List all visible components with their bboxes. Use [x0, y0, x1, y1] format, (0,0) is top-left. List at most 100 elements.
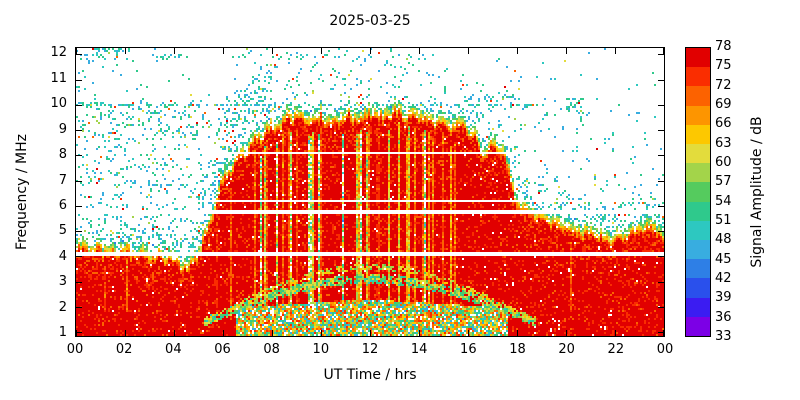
- y-tick-mark: [76, 332, 82, 333]
- x-tick-label: 16: [460, 342, 477, 357]
- y-tick-mark: [76, 256, 82, 257]
- colorbar-step: [686, 220, 710, 241]
- y-tick-mark: [76, 282, 82, 283]
- x-tick-mark: [76, 48, 77, 54]
- colorbar: [685, 47, 711, 337]
- y-tick-mark: [658, 155, 664, 156]
- x-tick-mark: [468, 330, 469, 336]
- colorbar-tick-label: 36: [715, 309, 732, 325]
- y-tick-label: 12: [50, 45, 67, 61]
- x-tick-mark: [76, 330, 77, 336]
- x-tick-label: 14: [410, 342, 428, 357]
- colorbar-step: [686, 124, 710, 145]
- x-tick-mark: [615, 330, 616, 336]
- colorbar-step: [686, 316, 710, 337]
- y-tick-mark: [76, 206, 82, 207]
- x-tick-label: 00: [656, 342, 674, 357]
- x-tick-mark: [125, 48, 126, 54]
- colorbar-step: [686, 278, 710, 298]
- x-tick-mark: [517, 330, 518, 336]
- x-tick-label: 04: [165, 342, 182, 357]
- y-tick-mark: [658, 54, 664, 55]
- colorbar-tick-label: 33: [715, 329, 732, 344]
- colorbar-tick-label: 63: [715, 135, 732, 151]
- x-tick-mark: [468, 48, 469, 54]
- colorbar-tick-label: 57: [715, 174, 732, 190]
- y-tick-mark: [76, 130, 82, 131]
- colorbar-tick-label: 39: [715, 290, 732, 306]
- chart-title: 2025-03-25: [329, 13, 411, 29]
- y-tick-mark: [76, 155, 82, 156]
- y-tick-mark: [658, 206, 664, 207]
- y-tick-label: 6: [58, 197, 67, 213]
- y-tick-label: 3: [58, 274, 67, 290]
- x-tick-mark: [663, 330, 664, 336]
- x-tick-label: 10: [312, 342, 330, 357]
- y-tick-mark: [76, 80, 82, 81]
- plot-area: [75, 47, 665, 337]
- y-tick-mark: [658, 332, 664, 333]
- colorbar-step: [686, 259, 710, 279]
- x-tick-label: 12: [361, 342, 379, 357]
- colorbar-tick-label: 51: [715, 213, 732, 228]
- x-tick-mark: [370, 330, 371, 336]
- y-tick-label: 5: [58, 223, 67, 239]
- colorbar-step: [686, 48, 710, 68]
- colorbar-tick-label: 69: [715, 97, 732, 112]
- colorbar-step: [686, 67, 710, 87]
- x-tick-mark: [566, 330, 567, 336]
- y-tick-label: 11: [50, 70, 67, 86]
- colorbar-step: [686, 182, 710, 202]
- y-tick-label: 10: [50, 96, 67, 112]
- colorbar-tick-label: 42: [715, 271, 732, 286]
- x-tick-mark: [125, 330, 126, 336]
- x-tick-mark: [174, 330, 175, 336]
- colorbar-tick-label: 60: [715, 155, 732, 170]
- y-tick-mark: [658, 282, 664, 283]
- y-tick-label: 1: [58, 325, 67, 341]
- colorbar-tick-label: 48: [715, 232, 732, 248]
- x-tick-label: 02: [115, 342, 133, 357]
- colorbar-tick-label: 78: [715, 39, 732, 54]
- colorbar-step: [686, 297, 710, 317]
- y-tick-mark: [76, 54, 82, 55]
- colorbar-tick-label: 72: [715, 77, 732, 93]
- x-tick-label: 18: [509, 342, 526, 357]
- x-tick-mark: [174, 48, 175, 54]
- x-tick-label: 08: [263, 342, 280, 357]
- y-tick-mark: [658, 231, 664, 232]
- x-tick-mark: [272, 330, 273, 336]
- y-tick-mark: [76, 307, 82, 308]
- x-tick-mark: [272, 48, 273, 54]
- y-tick-label: 9: [58, 121, 67, 137]
- y-tick-label: 2: [58, 299, 67, 315]
- colorbar-step: [686, 144, 710, 164]
- x-tick-mark: [517, 48, 518, 54]
- y-tick-mark: [658, 80, 664, 81]
- colorbar-tick-label: 45: [715, 251, 732, 267]
- y-tick-label: 7: [58, 172, 67, 188]
- colorbar-step: [686, 105, 710, 125]
- x-tick-mark: [419, 48, 420, 54]
- x-tick-label: 20: [558, 342, 575, 357]
- x-tick-mark: [419, 330, 420, 336]
- colorbar-tick-label: 66: [715, 116, 732, 132]
- x-axis-label: UT Time / hrs: [323, 367, 417, 383]
- x-tick-label: 00: [66, 342, 84, 357]
- colorbar-label: Signal Amplitude / dB: [749, 116, 765, 268]
- colorbar-step: [686, 163, 710, 183]
- x-tick-label: 06: [214, 342, 231, 357]
- colorbar-tick-label: 75: [715, 58, 732, 74]
- colorbar-tick-label: 54: [715, 193, 732, 209]
- x-tick-mark: [615, 48, 616, 54]
- y-tick-mark: [76, 105, 82, 106]
- y-axis-label: Frequency / MHz: [14, 134, 30, 250]
- x-tick-mark: [370, 48, 371, 54]
- y-tick-label: 4: [58, 248, 67, 264]
- x-tick-mark: [321, 330, 322, 336]
- y-tick-mark: [658, 307, 664, 308]
- x-tick-mark: [663, 48, 664, 54]
- colorbar-step: [686, 240, 710, 260]
- x-tick-mark: [223, 330, 224, 336]
